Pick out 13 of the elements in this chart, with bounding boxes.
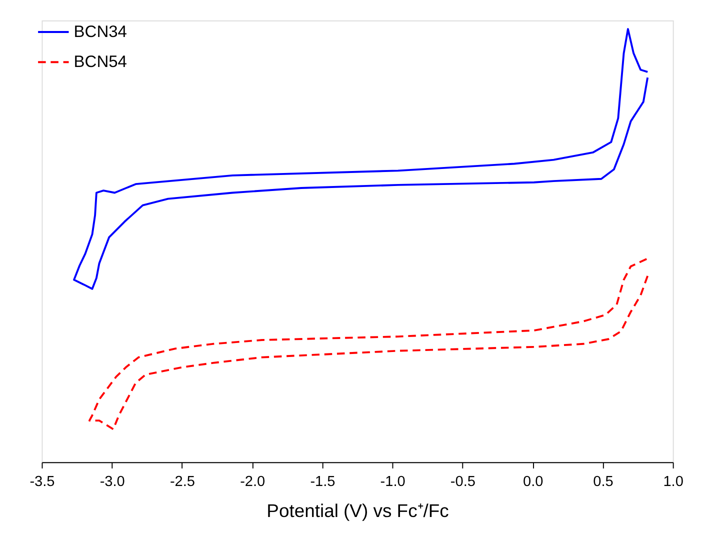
legend-label: BCN34 [74,22,127,41]
x-tick-label: 0.0 [522,474,544,490]
x-tick-label: 1.0 [663,474,684,490]
x-tick-label: -3.0 [100,474,125,490]
x-tick-label: -0.5 [450,474,476,490]
x-tick-label: -3.5 [30,474,55,490]
x-tick-label: -2.5 [170,474,196,490]
legend-label: BCN54 [74,52,127,71]
x-tick-label: -1.5 [310,474,336,490]
x-axis-title: Potential (V) vs Fc⁺/Fc [266,500,449,521]
x-tick-label: 0.5 [593,474,614,490]
x-tick-label: -1.0 [380,474,406,490]
x-tick-label: -2.0 [240,474,266,490]
